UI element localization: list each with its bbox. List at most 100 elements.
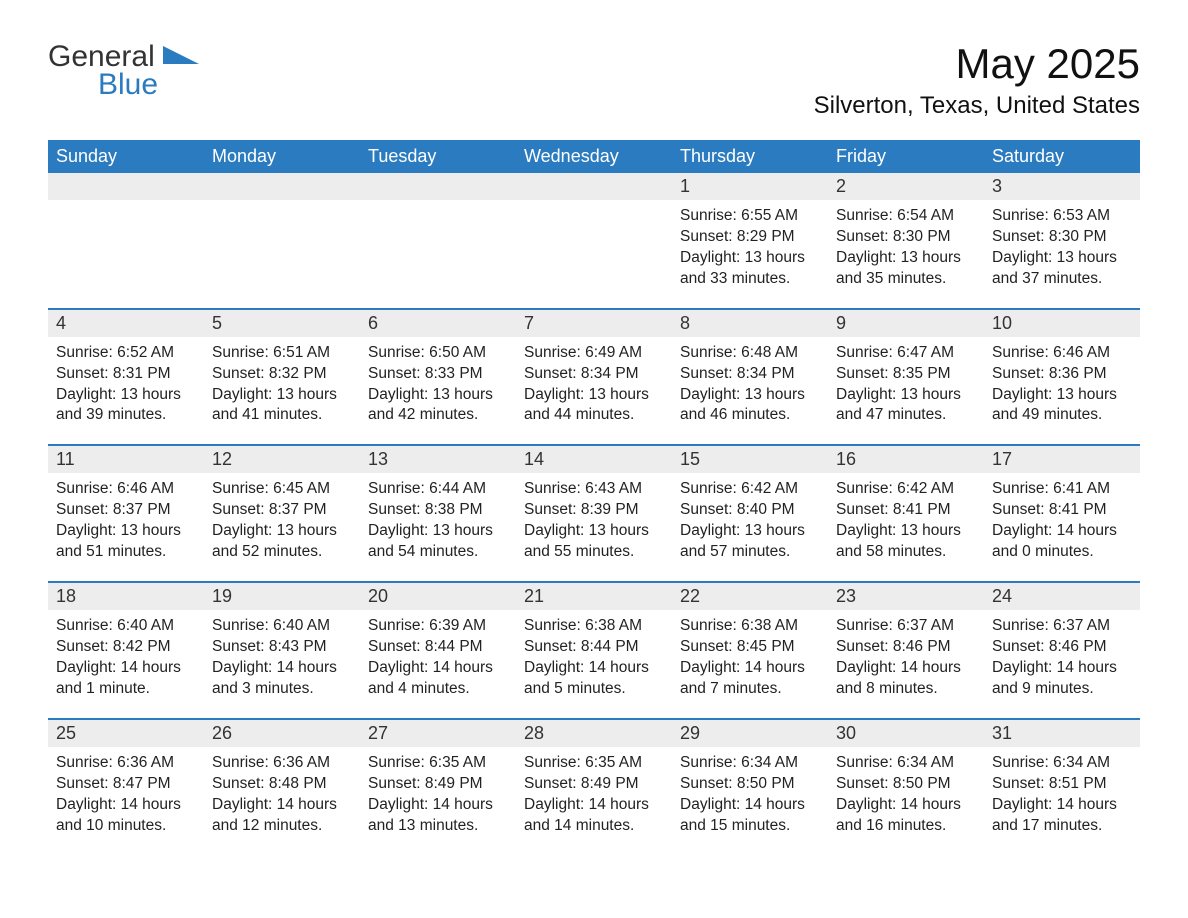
day-body: Sunrise: 6:49 AMSunset: 8:34 PMDaylight:… — [516, 337, 672, 427]
sunrise-text: Sunrise: 6:38 AM — [524, 616, 664, 637]
day-number: 28 — [516, 720, 672, 747]
day-number: 12 — [204, 446, 360, 473]
day-cell: 25Sunrise: 6:36 AMSunset: 8:47 PMDayligh… — [48, 720, 204, 855]
daylight-text: Daylight: 14 hours and 9 minutes. — [992, 658, 1132, 700]
day-body: Sunrise: 6:40 AMSunset: 8:42 PMDaylight:… — [48, 610, 204, 700]
sunset-text: Sunset: 8:33 PM — [368, 364, 508, 385]
sunrise-text: Sunrise: 6:46 AM — [56, 479, 196, 500]
day-number: 31 — [984, 720, 1140, 747]
weekday-header: Wednesday — [516, 140, 672, 173]
day-body: Sunrise: 6:54 AMSunset: 8:30 PMDaylight:… — [828, 200, 984, 290]
day-cell: 20Sunrise: 6:39 AMSunset: 8:44 PMDayligh… — [360, 583, 516, 718]
day-body: Sunrise: 6:46 AMSunset: 8:37 PMDaylight:… — [48, 473, 204, 563]
day-body — [516, 200, 672, 206]
sunset-text: Sunset: 8:48 PM — [212, 774, 352, 795]
day-number: 22 — [672, 583, 828, 610]
weekday-header-row: Sunday Monday Tuesday Wednesday Thursday… — [48, 140, 1140, 173]
sunrise-text: Sunrise: 6:36 AM — [56, 753, 196, 774]
sunset-text: Sunset: 8:50 PM — [680, 774, 820, 795]
sunrise-text: Sunrise: 6:55 AM — [680, 206, 820, 227]
day-body: Sunrise: 6:51 AMSunset: 8:32 PMDaylight:… — [204, 337, 360, 427]
day-cell: 11Sunrise: 6:46 AMSunset: 8:37 PMDayligh… — [48, 446, 204, 581]
day-cell — [48, 173, 204, 308]
sunrise-text: Sunrise: 6:47 AM — [836, 343, 976, 364]
daylight-text: Daylight: 13 hours and 55 minutes. — [524, 521, 664, 563]
day-cell: 5Sunrise: 6:51 AMSunset: 8:32 PMDaylight… — [204, 310, 360, 445]
sunrise-text: Sunrise: 6:37 AM — [992, 616, 1132, 637]
sunset-text: Sunset: 8:49 PM — [368, 774, 508, 795]
sunset-text: Sunset: 8:50 PM — [836, 774, 976, 795]
day-body: Sunrise: 6:55 AMSunset: 8:29 PMDaylight:… — [672, 200, 828, 290]
day-cell: 6Sunrise: 6:50 AMSunset: 8:33 PMDaylight… — [360, 310, 516, 445]
day-cell: 29Sunrise: 6:34 AMSunset: 8:50 PMDayligh… — [672, 720, 828, 855]
daylight-text: Daylight: 13 hours and 54 minutes. — [368, 521, 508, 563]
day-number: 13 — [360, 446, 516, 473]
day-body: Sunrise: 6:35 AMSunset: 8:49 PMDaylight:… — [516, 747, 672, 837]
page-header: General Blue May 2025 Silverton, Texas, … — [48, 40, 1140, 120]
logo-text-blue: Blue — [98, 68, 199, 102]
daylight-text: Daylight: 13 hours and 57 minutes. — [680, 521, 820, 563]
weekday-header: Thursday — [672, 140, 828, 173]
day-cell: 2Sunrise: 6:54 AMSunset: 8:30 PMDaylight… — [828, 173, 984, 308]
day-cell: 26Sunrise: 6:36 AMSunset: 8:48 PMDayligh… — [204, 720, 360, 855]
day-number: 25 — [48, 720, 204, 747]
weekday-header: Saturday — [984, 140, 1140, 173]
daylight-text: Daylight: 14 hours and 17 minutes. — [992, 795, 1132, 837]
sunrise-text: Sunrise: 6:44 AM — [368, 479, 508, 500]
day-number: 4 — [48, 310, 204, 337]
day-cell: 10Sunrise: 6:46 AMSunset: 8:36 PMDayligh… — [984, 310, 1140, 445]
day-body: Sunrise: 6:50 AMSunset: 8:33 PMDaylight:… — [360, 337, 516, 427]
sunset-text: Sunset: 8:40 PM — [680, 500, 820, 521]
sunrise-text: Sunrise: 6:48 AM — [680, 343, 820, 364]
sunrise-text: Sunrise: 6:52 AM — [56, 343, 196, 364]
sunrise-text: Sunrise: 6:49 AM — [524, 343, 664, 364]
weeks-container: 1Sunrise: 6:55 AMSunset: 8:29 PMDaylight… — [48, 173, 1140, 854]
daylight-text: Daylight: 13 hours and 58 minutes. — [836, 521, 976, 563]
day-number: 30 — [828, 720, 984, 747]
sunrise-text: Sunrise: 6:34 AM — [992, 753, 1132, 774]
sunrise-text: Sunrise: 6:38 AM — [680, 616, 820, 637]
daylight-text: Daylight: 14 hours and 7 minutes. — [680, 658, 820, 700]
day-number: 1 — [672, 173, 828, 200]
logo: General Blue — [48, 40, 199, 102]
day-number: 24 — [984, 583, 1140, 610]
day-number: 6 — [360, 310, 516, 337]
sunset-text: Sunset: 8:37 PM — [56, 500, 196, 521]
weekday-header: Friday — [828, 140, 984, 173]
day-number: 3 — [984, 173, 1140, 200]
weekday-header: Sunday — [48, 140, 204, 173]
daylight-text: Daylight: 13 hours and 33 minutes. — [680, 248, 820, 290]
day-body: Sunrise: 6:45 AMSunset: 8:37 PMDaylight:… — [204, 473, 360, 563]
daylight-text: Daylight: 13 hours and 49 minutes. — [992, 385, 1132, 427]
week-row: 1Sunrise: 6:55 AMSunset: 8:29 PMDaylight… — [48, 173, 1140, 308]
day-number — [204, 173, 360, 200]
sunrise-text: Sunrise: 6:35 AM — [368, 753, 508, 774]
day-body: Sunrise: 6:34 AMSunset: 8:50 PMDaylight:… — [672, 747, 828, 837]
sunset-text: Sunset: 8:39 PM — [524, 500, 664, 521]
logo-text: General Blue — [48, 40, 199, 102]
day-body: Sunrise: 6:36 AMSunset: 8:48 PMDaylight:… — [204, 747, 360, 837]
day-number: 2 — [828, 173, 984, 200]
sunrise-text: Sunrise: 6:37 AM — [836, 616, 976, 637]
week-row: 18Sunrise: 6:40 AMSunset: 8:42 PMDayligh… — [48, 581, 1140, 718]
daylight-text: Daylight: 13 hours and 41 minutes. — [212, 385, 352, 427]
daylight-text: Daylight: 13 hours and 47 minutes. — [836, 385, 976, 427]
week-row: 11Sunrise: 6:46 AMSunset: 8:37 PMDayligh… — [48, 444, 1140, 581]
day-cell: 9Sunrise: 6:47 AMSunset: 8:35 PMDaylight… — [828, 310, 984, 445]
day-cell — [360, 173, 516, 308]
sunrise-text: Sunrise: 6:45 AM — [212, 479, 352, 500]
day-cell: 21Sunrise: 6:38 AMSunset: 8:44 PMDayligh… — [516, 583, 672, 718]
day-body — [360, 200, 516, 206]
day-cell: 22Sunrise: 6:38 AMSunset: 8:45 PMDayligh… — [672, 583, 828, 718]
day-cell: 13Sunrise: 6:44 AMSunset: 8:38 PMDayligh… — [360, 446, 516, 581]
day-body: Sunrise: 6:52 AMSunset: 8:31 PMDaylight:… — [48, 337, 204, 427]
sunset-text: Sunset: 8:41 PM — [992, 500, 1132, 521]
day-cell — [516, 173, 672, 308]
daylight-text: Daylight: 14 hours and 10 minutes. — [56, 795, 196, 837]
day-cell: 15Sunrise: 6:42 AMSunset: 8:40 PMDayligh… — [672, 446, 828, 581]
sunset-text: Sunset: 8:44 PM — [368, 637, 508, 658]
day-number: 8 — [672, 310, 828, 337]
day-body: Sunrise: 6:34 AMSunset: 8:50 PMDaylight:… — [828, 747, 984, 837]
day-number — [516, 173, 672, 200]
daylight-text: Daylight: 13 hours and 51 minutes. — [56, 521, 196, 563]
